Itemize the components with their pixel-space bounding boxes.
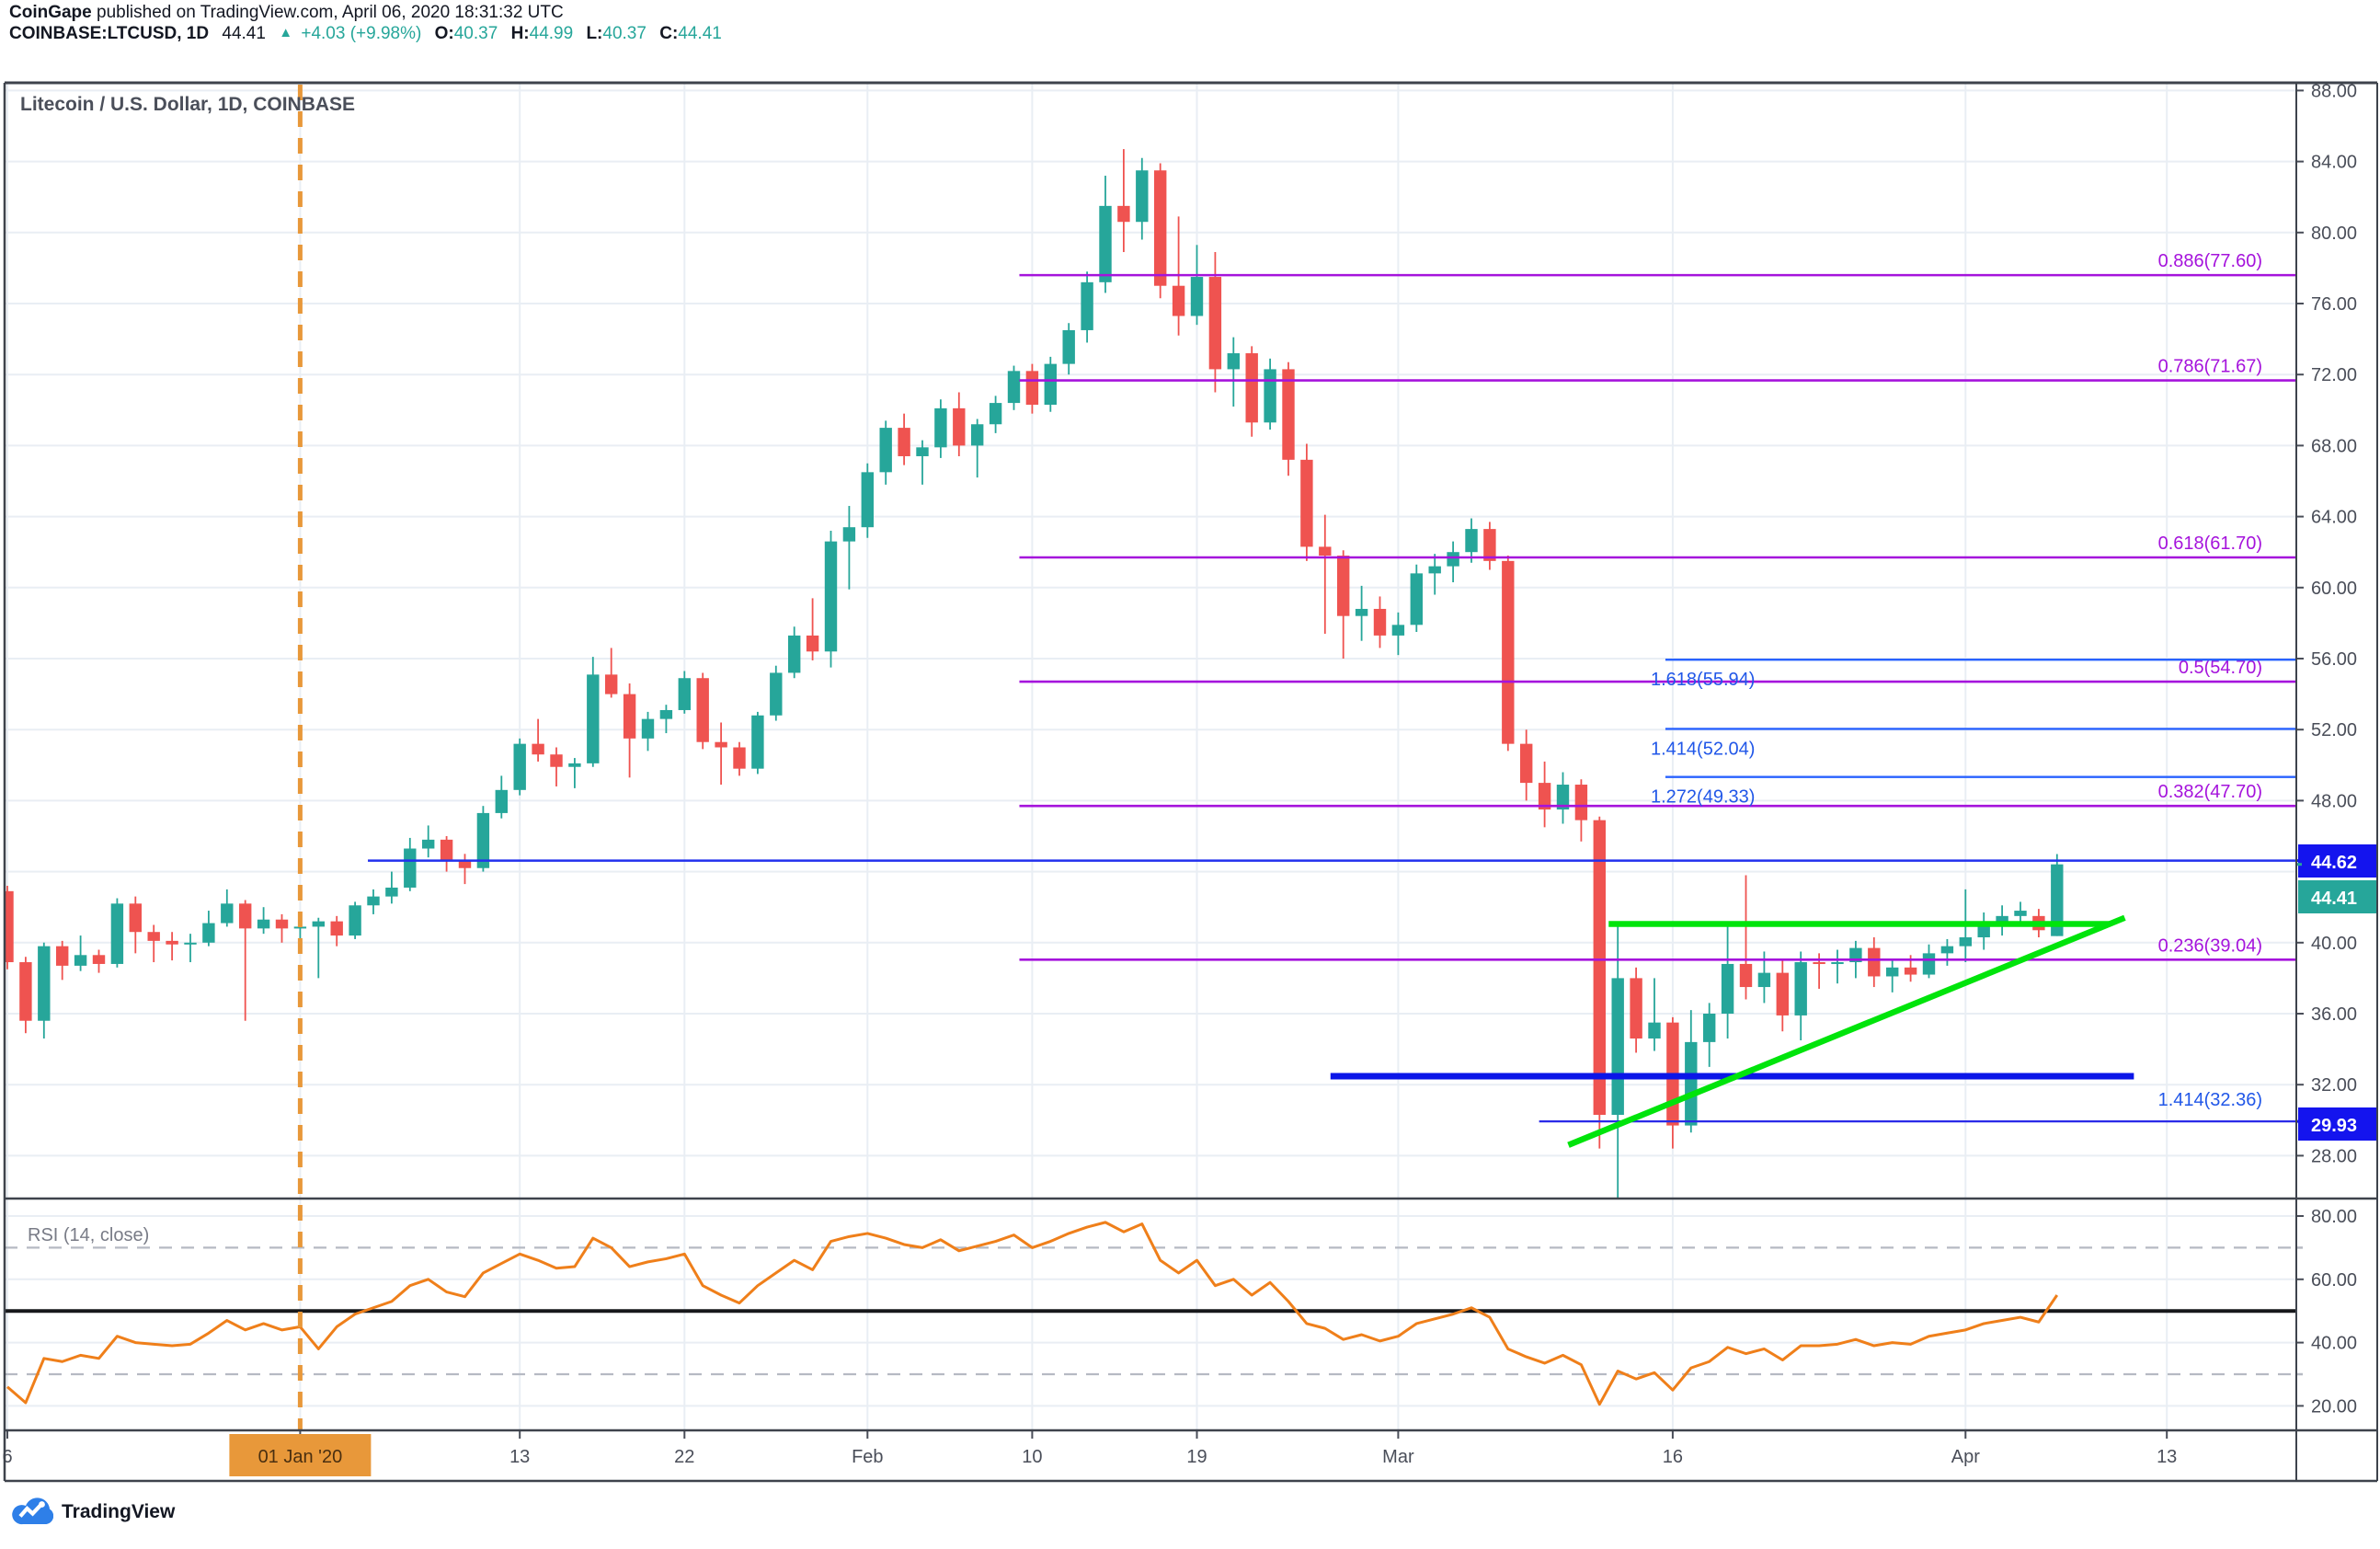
price-tag-value: 44.62 [2311,853,2357,873]
price-axis-tick: 68.00 [2311,436,2357,456]
time-axis-tick: Feb [852,1447,883,1467]
rsi-indicator-label[interactable]: RSI (14, close) [28,1225,150,1245]
high-label: H: [510,24,530,43]
high-value: 44.99 [529,24,574,43]
fib-ext-label: 1.618(55.94) [1651,670,1755,690]
low-label: L: [586,24,603,43]
triangle-ascending-line [1567,914,2126,1148]
fib-level-label: 0.382(47.70) [2158,782,2262,802]
time-axis-tick: Apr [1951,1447,1980,1467]
close-value: 44.41 [678,24,722,43]
price-axis-tick: 56.00 [2311,649,2357,670]
fib-level-label: 0.786(71.67) [2158,357,2262,377]
price-axis-tick: 80.00 [2311,224,2357,244]
tradingview-footer: TradingView [11,1496,175,1529]
open-label: O: [434,24,454,43]
price-tag [2298,844,2376,878]
last-price: 44.41 [222,24,266,43]
rsi-pane [5,1221,2296,1406]
time-axis-tick: 6 [2,1447,12,1467]
low-value: 40.37 [602,24,646,43]
time-axis-tick: 10 [1022,1447,1042,1467]
price-axis-tick: 64.00 [2311,508,2357,528]
price-tag-value: 29.93 [2311,1116,2357,1136]
fib-level-label: 0.5(54.70) [2179,658,2262,678]
price-axis-tick: 72.00 [2311,365,2357,385]
price-axis-tick: 88.00 [2311,81,2357,101]
fib-ext-label-32: 1.414(32.36) [2158,1090,2262,1110]
open-value: 40.37 [453,24,498,43]
rsi-axis-tick: 20.00 [2311,1396,2357,1417]
price-tag-value: 44.41 [2311,889,2357,909]
time-axis-tick: 19 [1186,1447,1207,1467]
chart-legend-title[interactable]: Litecoin / U.S. Dollar, 1D, COINBASE [20,94,356,115]
gridlines [5,83,2296,1430]
drawing-overlays[interactable]: 1.414(32.36) 0.886(77.60) 0.786(71.67) 0.61… [297,85,2296,1430]
fib-ext-label: 1.414(52.04) [1651,739,1755,759]
price-axis-tick: 48.00 [2311,791,2357,811]
fib-level-label: 0.236(39.04) [2158,935,2262,956]
candlestick-series [5,149,2064,1198]
time-axis-tick: 16 [1663,1447,1683,1467]
publish-header: CoinGape published on TradingView.com, A… [9,2,730,45]
time-axis-tick: 13 [509,1447,530,1467]
pane-borders [3,81,2378,1483]
price-change: +4.03 (+9.98%) [301,24,422,43]
price-axis-tick: 60.00 [2311,579,2357,599]
close-label: C: [659,24,679,43]
fib-level-label: 0.886(77.60) [2158,251,2262,271]
symbol-name[interactable]: COINBASE:LTCUSD, 1D [9,24,210,43]
time-axis-tick: 01 Jan '20 [258,1447,343,1467]
rsi-axis-tick: 40.00 [2311,1334,2357,1354]
tradingview-brand-text[interactable]: TradingView [62,1501,176,1522]
time-axis-tick: Mar [1382,1447,1414,1467]
price-axis-tick: 32.00 [2311,1075,2357,1096]
rsi-axis-tick: 60.00 [2311,1270,2357,1291]
up-arrow-icon: ▲ [279,25,293,40]
symbol-bar: COINBASE:LTCUSD, 1D 44.41 ▲ +4.03 (+9.98… [9,23,730,45]
price-axis-tick: 84.00 [2311,153,2357,173]
axes[interactable]: 88.00 84.00 80.00 76.00 72.00 68.00 64.00 60.00… [2,81,2377,1481]
price-axis-tick: 36.00 [2311,1004,2357,1025]
fib-level-label: 0.618(61.70) [2158,534,2262,554]
publish-line: CoinGape published on TradingView.com, A… [9,2,730,23]
price-axis-tick: 40.00 [2311,934,2357,954]
price-axis-tick: 52.00 [2311,720,2357,740]
highlighted-date-tag [229,1434,372,1476]
time-axis-tick: 22 [674,1447,694,1467]
publisher-name: CoinGape [9,3,92,22]
price-axis-tick: 28.00 [2311,1146,2357,1166]
publish-info: published on TradingView.com, April 06, … [91,3,564,22]
fib-ext-label: 1.272(49.33) [1651,787,1755,808]
price-axis-tick: 76.00 [2311,294,2357,315]
time-axis-tick: 13 [2157,1447,2177,1467]
rsi-axis-tick: 80.00 [2311,1207,2357,1227]
tradingview-logo-icon[interactable] [11,1496,53,1529]
price-tag [2298,880,2376,913]
price-tag [2298,1107,2376,1141]
